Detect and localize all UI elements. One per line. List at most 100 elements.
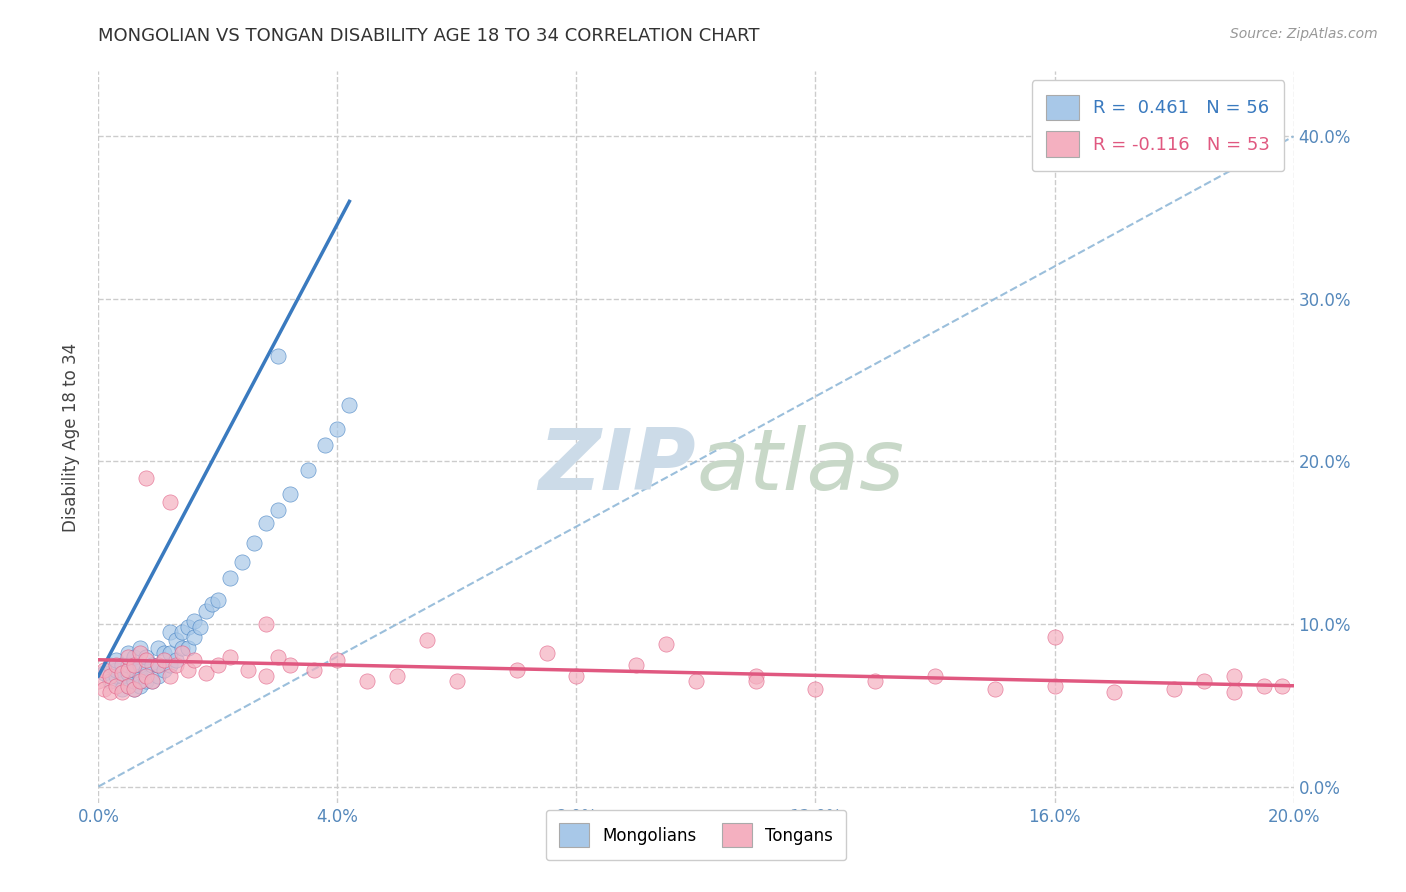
Point: [148, 641, 170, 656]
Point: [201, 598, 224, 612]
Point: [177, 620, 200, 634]
Point: [254, 617, 277, 632]
Point: [1223, 669, 1246, 683]
Point: [148, 657, 170, 672]
Point: [685, 673, 707, 688]
Point: [655, 636, 678, 650]
Point: [243, 535, 266, 549]
Point: [1043, 630, 1066, 644]
Point: [267, 349, 290, 363]
Point: [129, 669, 152, 683]
Point: [105, 679, 128, 693]
Point: [129, 641, 152, 656]
Point: [188, 620, 211, 634]
Point: [326, 653, 349, 667]
Point: [302, 663, 325, 677]
Point: [141, 657, 163, 672]
Point: [416, 633, 439, 648]
Point: [135, 669, 157, 683]
Point: [111, 669, 134, 683]
Point: [117, 663, 139, 677]
Point: [159, 657, 181, 672]
Point: [315, 438, 337, 452]
Point: [105, 669, 128, 683]
Point: [385, 669, 409, 683]
Point: [111, 685, 134, 699]
Point: [278, 487, 301, 501]
Point: [98, 669, 122, 683]
Point: [267, 649, 290, 664]
Point: [135, 673, 157, 688]
Point: [124, 681, 146, 696]
Point: [745, 669, 768, 683]
Point: [165, 657, 187, 672]
Point: [865, 673, 887, 688]
Point: [135, 653, 157, 667]
Point: [129, 646, 152, 660]
Point: [183, 630, 205, 644]
Point: [1104, 685, 1126, 699]
Point: [153, 663, 176, 677]
Point: [111, 665, 134, 680]
Point: [446, 673, 468, 688]
Point: [195, 604, 218, 618]
Point: [165, 653, 187, 667]
Point: [1043, 679, 1066, 693]
Point: [159, 669, 181, 683]
Point: [117, 665, 139, 680]
Point: [1271, 679, 1294, 693]
Point: [98, 685, 122, 699]
Point: [219, 649, 242, 664]
Point: [129, 673, 152, 688]
Point: [236, 663, 259, 677]
Point: [297, 462, 319, 476]
Point: [506, 663, 529, 677]
Point: [117, 679, 139, 693]
Point: [207, 592, 229, 607]
Text: ZIP: ZIP: [538, 425, 696, 508]
Point: [148, 669, 170, 683]
Point: [804, 681, 827, 696]
Point: [565, 669, 588, 683]
Point: [165, 633, 187, 648]
Point: [984, 681, 1007, 696]
Point: [1192, 673, 1215, 688]
Point: [117, 679, 139, 693]
Point: [153, 653, 176, 667]
Point: [135, 663, 157, 677]
Point: [98, 673, 122, 688]
Point: [267, 503, 290, 517]
Point: [117, 649, 139, 664]
Point: [326, 422, 349, 436]
Point: [124, 673, 146, 688]
Point: [135, 471, 157, 485]
Point: [177, 641, 200, 656]
Point: [93, 681, 115, 696]
Point: [183, 614, 205, 628]
Text: Source: ZipAtlas.com: Source: ZipAtlas.com: [1230, 27, 1378, 41]
Point: [87, 673, 110, 688]
Point: [135, 649, 157, 664]
Point: [141, 673, 163, 688]
Point: [159, 625, 181, 640]
Point: [105, 663, 128, 677]
Point: [117, 646, 139, 660]
Point: [924, 669, 946, 683]
Text: MONGOLIAN VS TONGAN DISABILITY AGE 18 TO 34 CORRELATION CHART: MONGOLIAN VS TONGAN DISABILITY AGE 18 TO…: [98, 27, 759, 45]
Point: [141, 673, 163, 688]
Point: [195, 665, 218, 680]
Point: [105, 653, 128, 667]
Point: [105, 657, 128, 672]
Point: [172, 641, 194, 656]
Point: [231, 555, 253, 569]
Point: [159, 495, 181, 509]
Point: [339, 398, 361, 412]
Point: [124, 657, 146, 672]
Point: [111, 681, 134, 696]
Point: [124, 663, 146, 677]
Legend: Mongolians, Tongans: Mongolians, Tongans: [546, 810, 846, 860]
Point: [159, 646, 181, 660]
Point: [177, 663, 200, 677]
Point: [172, 646, 194, 660]
Point: [626, 657, 648, 672]
